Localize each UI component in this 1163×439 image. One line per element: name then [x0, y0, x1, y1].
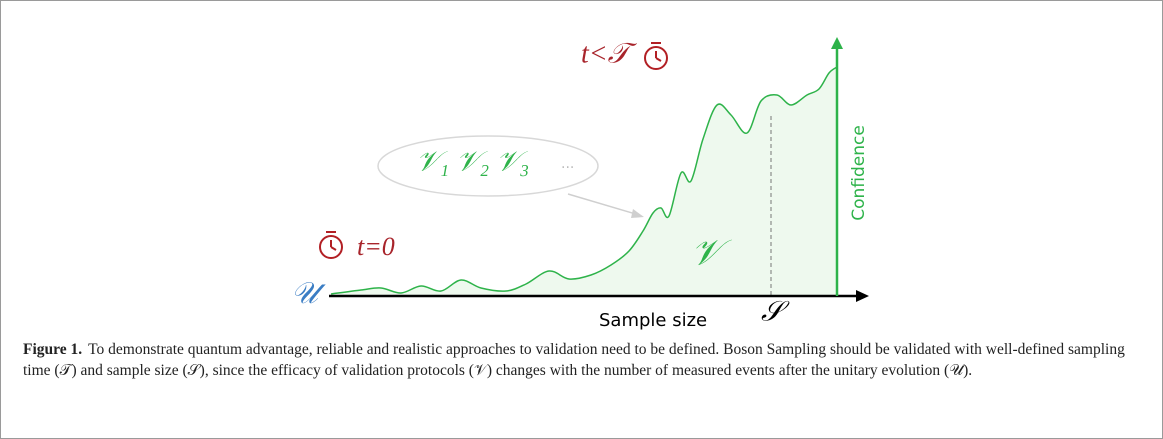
- stopwatch: [644, 42, 668, 70]
- x-axis-label: Sample size: [599, 310, 707, 331]
- pointer: [567, 193, 640, 216]
- protocols-label: 𝒱₁ 𝒱₂ 𝒱₃: [416, 146, 529, 177]
- y-axis-label: Confidence: [849, 125, 869, 221]
- caption: Figure 1. To demonstrate quantum advantag…: [23, 339, 1143, 381]
- confidence-area: [331, 67, 837, 296]
- caption-text: To demonstrate quantum advantage, reliab…: [23, 341, 1125, 379]
- caption-label: Figure 1.: [23, 341, 83, 358]
- stopwatch: [319, 231, 343, 259]
- unitary-label: 𝒰: [291, 277, 326, 310]
- sample-label: 𝒮: [761, 296, 790, 327]
- time-end-label: t<𝒯: [581, 38, 638, 69]
- x-arrow: [856, 290, 869, 302]
- figure: t<𝒯 𝒱₁ 𝒱₂ 𝒱₃ ... t=0 𝒰 𝒱 Sample size 𝒮 C…: [291, 37, 869, 331]
- time-start-label: t=0: [357, 232, 395, 261]
- ellipsis: ...: [561, 156, 574, 172]
- protocol-bubble: [377, 135, 599, 197]
- pointer-head: [631, 209, 644, 218]
- confidence-curve: [330, 66, 838, 295]
- y-arrow: [831, 37, 843, 49]
